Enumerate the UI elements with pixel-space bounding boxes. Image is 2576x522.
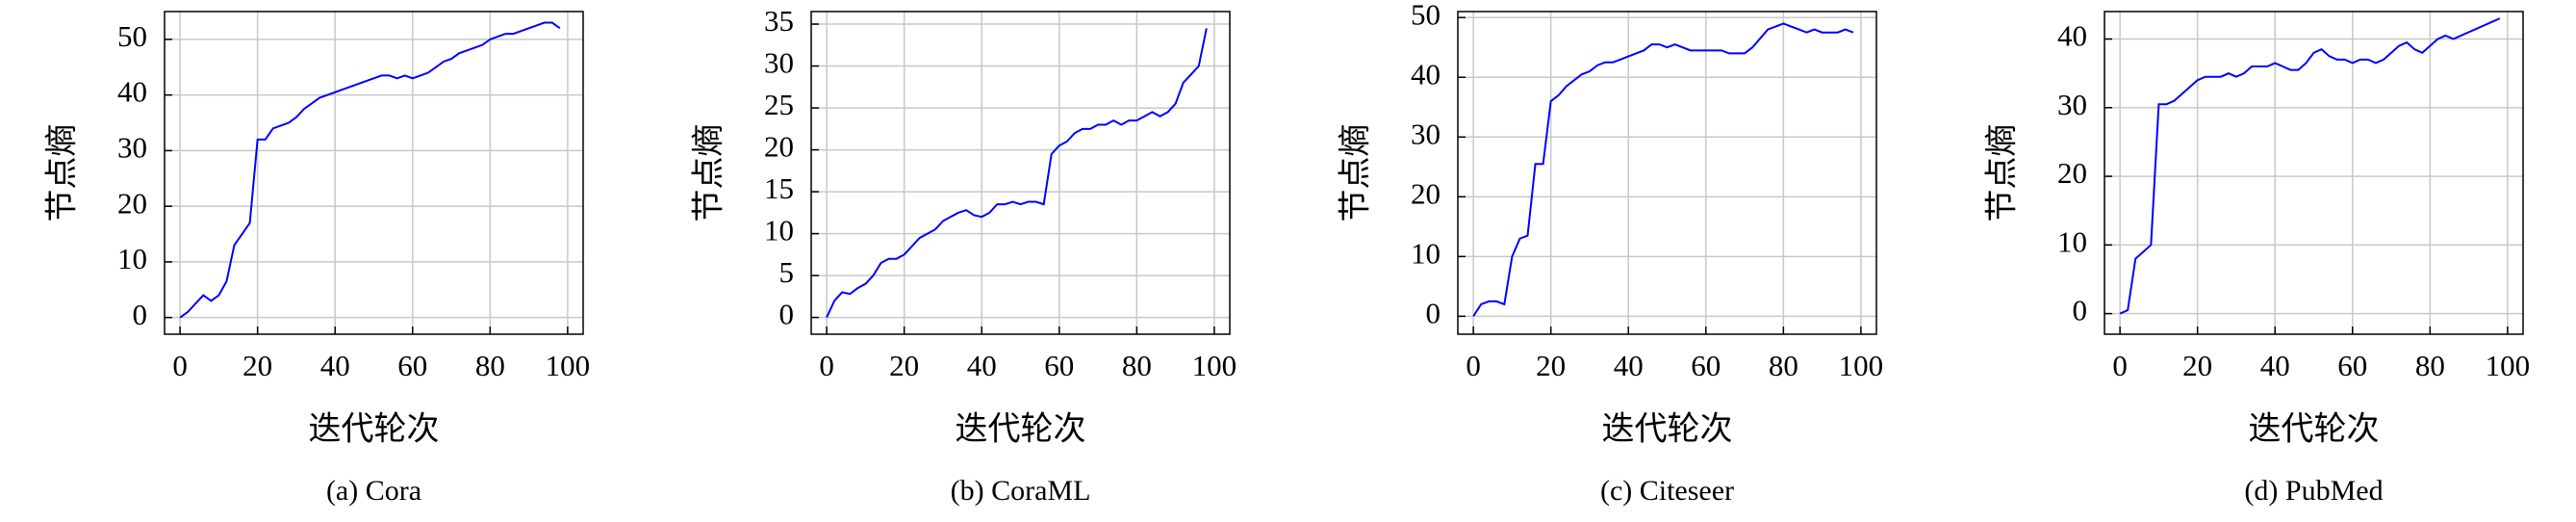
data-line xyxy=(826,28,1208,319)
x-tick-label: 80 xyxy=(1122,349,1152,382)
y-tick-label: 20 xyxy=(1411,176,1441,210)
y-axis-label: 节点熵 xyxy=(43,124,82,222)
x-tick-label: 60 xyxy=(2337,349,2367,382)
data-line xyxy=(2119,17,2501,315)
x-tick-label: 40 xyxy=(967,349,997,382)
y-tick-label: 10 xyxy=(764,214,794,248)
x-tick-label: 40 xyxy=(320,349,350,382)
x-tick-label: 0 xyxy=(1466,349,1481,382)
x-tick-label: 0 xyxy=(819,349,834,382)
chart-title: (a) Cora xyxy=(326,475,421,507)
y-tick-label: 10 xyxy=(117,242,147,275)
x-tick-label: 20 xyxy=(1536,349,1566,382)
y-tick-label: 30 xyxy=(2057,88,2087,121)
y-tick-label: 20 xyxy=(2057,156,2087,190)
x-tick-label: 80 xyxy=(2415,349,2445,382)
chart-title: (d) PubMed xyxy=(2244,475,2383,507)
plot-frame xyxy=(1457,11,1877,335)
y-tick-label: 5 xyxy=(779,255,795,289)
x-tick-label: 0 xyxy=(2112,349,2128,382)
x-tick-label: 100 xyxy=(1192,349,1237,382)
y-tick-label: 25 xyxy=(764,88,794,121)
y-tick-label: 0 xyxy=(779,298,795,331)
x-tick-label: 80 xyxy=(1769,349,1798,382)
plot-frame xyxy=(2104,11,2524,335)
plot-frame xyxy=(164,11,584,335)
y-axis-label: 节点熵 xyxy=(690,124,728,222)
x-tick-label: 20 xyxy=(2182,349,2212,382)
x-tick-label: 100 xyxy=(546,349,591,382)
x-axis-label: 迭代轮次 xyxy=(956,410,1086,449)
x-tick-label: 40 xyxy=(1614,349,1644,382)
x-tick-label: 40 xyxy=(2260,349,2290,382)
y-tick-label: 35 xyxy=(764,4,794,38)
x-tick-label: 20 xyxy=(889,349,919,382)
y-tick-label: 0 xyxy=(1426,296,1441,329)
x-axis-label: 迭代轮次 xyxy=(309,410,440,449)
x-tick-label: 60 xyxy=(1044,349,1074,382)
x-axis-label: 迭代轮次 xyxy=(2249,410,2380,449)
x-tick-label: 80 xyxy=(475,349,505,382)
y-tick-label: 50 xyxy=(117,19,147,53)
y-tick-label: 20 xyxy=(117,186,147,220)
y-tick-label: 0 xyxy=(2073,294,2088,327)
data-line xyxy=(1472,22,1854,317)
y-tick-label: 0 xyxy=(133,298,148,331)
y-axis-label: 节点熵 xyxy=(1983,124,2022,222)
x-axis-label: 迭代轮次 xyxy=(1602,410,1733,449)
y-axis-label: 节点熵 xyxy=(1337,124,1375,222)
y-tick-label: 15 xyxy=(764,171,794,205)
x-tick-label: 100 xyxy=(1839,349,1884,382)
y-tick-label: 30 xyxy=(117,131,147,165)
y-tick-label: 40 xyxy=(1411,57,1441,91)
y-tick-label: 30 xyxy=(1411,117,1441,150)
y-tick-label: 50 xyxy=(1411,0,1441,31)
x-tick-label: 100 xyxy=(2486,349,2531,382)
y-tick-label: 40 xyxy=(117,75,147,109)
x-tick-label: 20 xyxy=(242,349,272,382)
y-tick-label: 10 xyxy=(2057,224,2087,258)
plot-frame xyxy=(810,11,1231,335)
y-tick-label: 30 xyxy=(764,46,794,80)
x-tick-label: 60 xyxy=(1691,349,1721,382)
chart-title: (c) Citeseer xyxy=(1600,475,1734,507)
chart-title: (b) CoraML xyxy=(951,475,1091,507)
x-tick-label: 0 xyxy=(172,349,188,382)
x-tick-label: 60 xyxy=(397,349,427,382)
data-line xyxy=(179,21,561,319)
y-tick-label: 20 xyxy=(764,130,794,164)
y-tick-label: 40 xyxy=(2057,19,2087,53)
y-tick-label: 10 xyxy=(1411,236,1441,270)
